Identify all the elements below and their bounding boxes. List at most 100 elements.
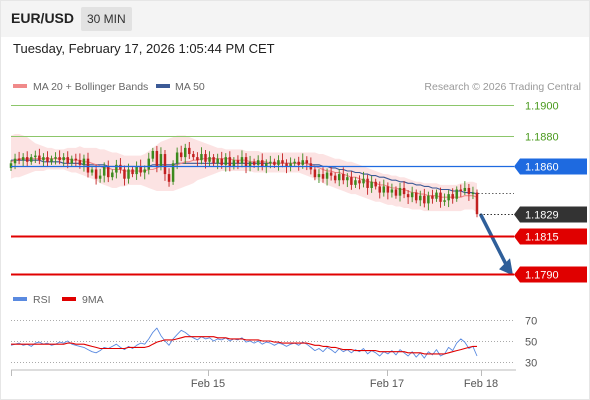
candle-body-97	[402, 187, 406, 195]
rsi-tick-50: 50	[525, 337, 537, 349]
level-tag-1.1860	[514, 158, 587, 175]
candle-body-59	[248, 161, 252, 167]
legend-swatch-rsi	[13, 297, 27, 301]
legend-swatch-ma50	[156, 84, 170, 88]
forecast-arrow-shaft	[479, 213, 509, 269]
candle-body-110	[455, 189, 458, 199]
candle-body-91	[378, 186, 381, 193]
level-tag-1.1829	[514, 206, 587, 223]
x-ticks: Feb 15 Feb 17 Feb 18	[191, 370, 498, 390]
candle-body-13	[62, 157, 65, 161]
candle-body-32	[139, 166, 142, 173]
title-bar: EUR/USD 30 MIN	[0, 0, 590, 37]
candle-body-94	[390, 189, 394, 193]
legend-ma20: MA 20 + Bollinger Bands	[33, 81, 148, 93]
candle-body-29	[127, 169, 130, 179]
candle-body-47	[200, 154, 203, 161]
candle-body-106	[439, 192, 442, 202]
level-label-1.1829: 1.1829	[525, 210, 559, 222]
candle-body-71	[297, 161, 300, 165]
candle-body-30	[131, 169, 134, 175]
candle-body-73	[305, 160, 309, 164]
candle-body-40	[171, 163, 175, 182]
candle-body-70	[293, 161, 296, 164]
candle-body-39	[167, 174, 171, 182]
credit-text: Research © 2026 Trading Central	[424, 81, 581, 93]
level-label-1.1900: 1.1900	[525, 101, 559, 113]
candle-body-46	[196, 157, 199, 161]
candle-body-6	[34, 155, 37, 158]
level-label-1.1815: 1.1815	[525, 232, 559, 244]
candle-body-53	[224, 157, 228, 165]
candle-body-72	[301, 160, 305, 165]
rsi-plot: 70 50 30	[10, 316, 537, 370]
candle-body-37	[159, 154, 163, 167]
candle-body-10	[50, 158, 53, 162]
candle-body-95	[394, 189, 398, 196]
candle-body-69	[289, 163, 292, 167]
candle-body-51	[216, 158, 219, 164]
candle-body-63	[265, 163, 268, 167]
timeframe-badge[interactable]: 30 MIN	[81, 7, 132, 31]
candle-body-80	[333, 175, 337, 181]
candle-body-66	[277, 160, 280, 165]
level-label-1.1790: 1.1790	[525, 270, 559, 282]
candle-body-52	[220, 158, 223, 165]
candle-body-114	[471, 192, 475, 195]
candle-body-107	[443, 200, 446, 202]
level-tag-1.1815	[514, 228, 587, 245]
candle-body-22	[98, 175, 102, 179]
candle-body-43	[183, 147, 187, 158]
candle-body-112	[463, 187, 467, 192]
candle-body-61	[256, 160, 260, 165]
level-label-1.1860: 1.1860	[525, 162, 559, 174]
candle-body-31	[135, 166, 138, 175]
rsi-ma-line	[11, 336, 477, 355]
candle-body-87	[362, 178, 365, 184]
candle-body-60	[252, 161, 256, 165]
candle-body-113	[467, 187, 471, 195]
candle-body-92	[382, 186, 386, 193]
symbol-title: EUR/USD	[11, 10, 75, 26]
candle-body-42	[179, 152, 183, 158]
candle-body-58	[244, 157, 248, 167]
candle-body-105	[435, 192, 438, 199]
bollinger-band	[11, 134, 477, 213]
candle-body-62	[260, 160, 264, 167]
candle-body-7	[38, 155, 41, 161]
level-tag-1.1790	[514, 266, 587, 283]
candle-body-9	[46, 157, 49, 162]
candle-body-84	[350, 177, 353, 185]
candle-body-4	[25, 157, 29, 162]
candle-body-18	[82, 158, 86, 165]
candle-body-78	[325, 172, 329, 179]
candle-body-76	[317, 174, 321, 178]
candle-body-103	[427, 195, 430, 204]
candle-body-24	[107, 166, 110, 178]
legend-rsi: RSI	[33, 294, 51, 306]
candle-body-56	[236, 160, 240, 164]
rsi-tick-70: 70	[525, 316, 537, 328]
candle-body-5	[30, 157, 33, 162]
rsi-tick-30: 30	[525, 358, 537, 370]
candle-body-111	[459, 189, 463, 192]
candle-body-96	[398, 187, 402, 196]
candle-body-98	[406, 194, 410, 198]
candle-body-82	[342, 174, 345, 181]
legend-swatch-9ma	[62, 297, 76, 301]
candle-body-8	[42, 157, 45, 161]
candle-body-45	[192, 154, 195, 158]
candle-body-67	[281, 160, 284, 164]
rsi-line	[10, 327, 478, 359]
candle-body-2	[17, 158, 21, 161]
candle-body-108	[447, 194, 450, 201]
candle-body-79	[329, 172, 333, 176]
candle-body-26	[115, 164, 118, 173]
candle-body-38	[163, 154, 167, 175]
candle-body-48	[204, 154, 207, 162]
legend-ma50: MA 50	[175, 81, 205, 93]
price-plot	[9, 134, 513, 276]
x-tick-label-Feb 15: Feb 15	[191, 378, 225, 390]
candle-body-1	[13, 158, 17, 164]
